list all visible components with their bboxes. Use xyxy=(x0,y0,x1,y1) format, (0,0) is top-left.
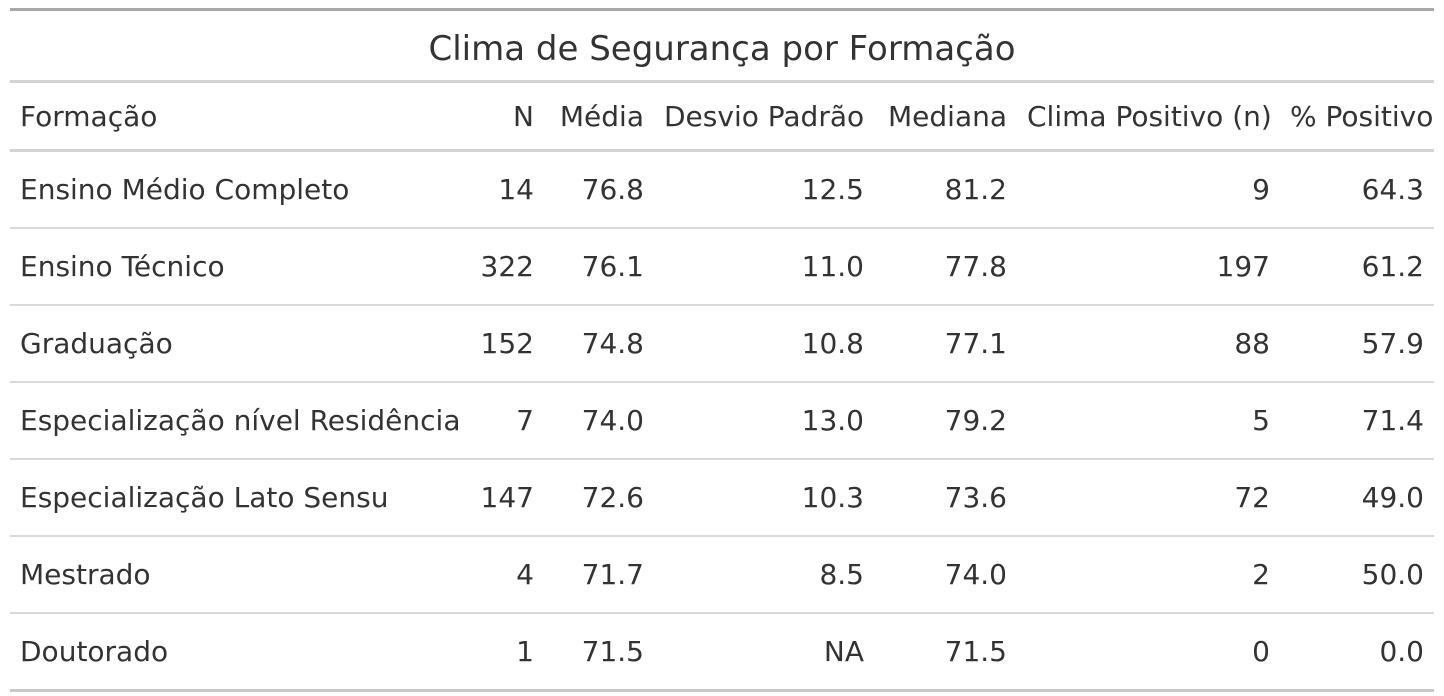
cell-pct-positivo: 49.0 xyxy=(1280,459,1434,537)
cell-mediana: 79.2 xyxy=(874,382,1017,460)
cell-desvio-padrao: NA xyxy=(654,613,874,692)
summary-table: Formação N Média Desvio Padrão Mediana C… xyxy=(10,83,1434,692)
cell-clima-positivo-n: 72 xyxy=(1017,459,1280,537)
header-n: N xyxy=(462,83,544,152)
cell-n: 7 xyxy=(462,382,544,460)
header-row: Formação N Média Desvio Padrão Mediana C… xyxy=(10,83,1434,152)
table-row: Doutorado 1 71.5 NA 71.5 0 0.0 xyxy=(10,613,1434,692)
table-row: Graduação 152 74.8 10.8 77.1 88 57.9 xyxy=(10,305,1434,383)
cell-formacao: Doutorado xyxy=(10,613,462,692)
cell-clima-positivo-n: 5 xyxy=(1017,382,1280,460)
cell-clima-positivo-n: 2 xyxy=(1017,536,1280,614)
cell-mediana: 77.1 xyxy=(874,305,1017,383)
cell-formacao: Especialização Lato Sensu xyxy=(10,459,462,537)
cell-media: 72.6 xyxy=(544,459,654,537)
cell-media: 74.8 xyxy=(544,305,654,383)
table-row: Ensino Técnico 322 76.1 11.0 77.8 197 61… xyxy=(10,228,1434,306)
cell-desvio-padrao: 10.3 xyxy=(654,459,874,537)
table-row: Especialização nível Residência 7 74.0 1… xyxy=(10,382,1434,460)
cell-desvio-padrao: 8.5 xyxy=(654,536,874,614)
cell-n: 147 xyxy=(462,459,544,537)
cell-pct-positivo: 64.3 xyxy=(1280,150,1434,229)
cell-mediana: 71.5 xyxy=(874,613,1017,692)
cell-clima-positivo-n: 0 xyxy=(1017,613,1280,692)
cell-n: 4 xyxy=(462,536,544,614)
cell-n: 152 xyxy=(462,305,544,383)
cell-media: 71.5 xyxy=(544,613,654,692)
cell-media: 74.0 xyxy=(544,382,654,460)
cell-formacao: Mestrado xyxy=(10,536,462,614)
cell-media: 76.1 xyxy=(544,228,654,306)
cell-clima-positivo-n: 88 xyxy=(1017,305,1280,383)
cell-n: 322 xyxy=(462,228,544,306)
cell-clima-positivo-n: 9 xyxy=(1017,150,1280,229)
header-clima-positivo-n: Clima Positivo (n) xyxy=(1017,83,1280,152)
cell-pct-positivo: 0.0 xyxy=(1280,613,1434,692)
cell-formacao: Graduação xyxy=(10,305,462,383)
header-formacao: Formação xyxy=(10,83,462,152)
cell-mediana: 77.8 xyxy=(874,228,1017,306)
header-pct-positivo: % Positivo xyxy=(1280,83,1434,152)
cell-pct-positivo: 50.0 xyxy=(1280,536,1434,614)
cell-mediana: 73.6 xyxy=(874,459,1017,537)
cell-n: 1 xyxy=(462,613,544,692)
cell-pct-positivo: 57.9 xyxy=(1280,305,1434,383)
table-row: Especialização Lato Sensu 147 72.6 10.3 … xyxy=(10,459,1434,537)
cell-pct-positivo: 71.4 xyxy=(1280,382,1434,460)
cell-mediana: 74.0 xyxy=(874,536,1017,614)
cell-clima-positivo-n: 197 xyxy=(1017,228,1280,306)
table-title: Clima de Segurança por Formação xyxy=(10,11,1434,83)
summary-table-container: Clima de Segurança por Formação Formação… xyxy=(10,8,1434,692)
cell-desvio-padrao: 12.5 xyxy=(654,150,874,229)
cell-formacao: Especialização nível Residência xyxy=(10,382,462,460)
header-mediana: Mediana xyxy=(874,83,1017,152)
cell-desvio-padrao: 11.0 xyxy=(654,228,874,306)
cell-n: 14 xyxy=(462,150,544,229)
cell-pct-positivo: 61.2 xyxy=(1280,228,1434,306)
cell-formacao: Ensino Técnico xyxy=(10,228,462,306)
cell-media: 76.8 xyxy=(544,150,654,229)
table-row: Mestrado 4 71.7 8.5 74.0 2 50.0 xyxy=(10,536,1434,614)
cell-mediana: 81.2 xyxy=(874,150,1017,229)
cell-formacao: Ensino Médio Completo xyxy=(10,150,462,229)
header-desvio-padrao: Desvio Padrão xyxy=(654,83,874,152)
cell-desvio-padrao: 10.8 xyxy=(654,305,874,383)
cell-media: 71.7 xyxy=(544,536,654,614)
header-media: Média xyxy=(544,83,654,152)
cell-desvio-padrao: 13.0 xyxy=(654,382,874,460)
table-row: Ensino Médio Completo 14 76.8 12.5 81.2 … xyxy=(10,150,1434,229)
